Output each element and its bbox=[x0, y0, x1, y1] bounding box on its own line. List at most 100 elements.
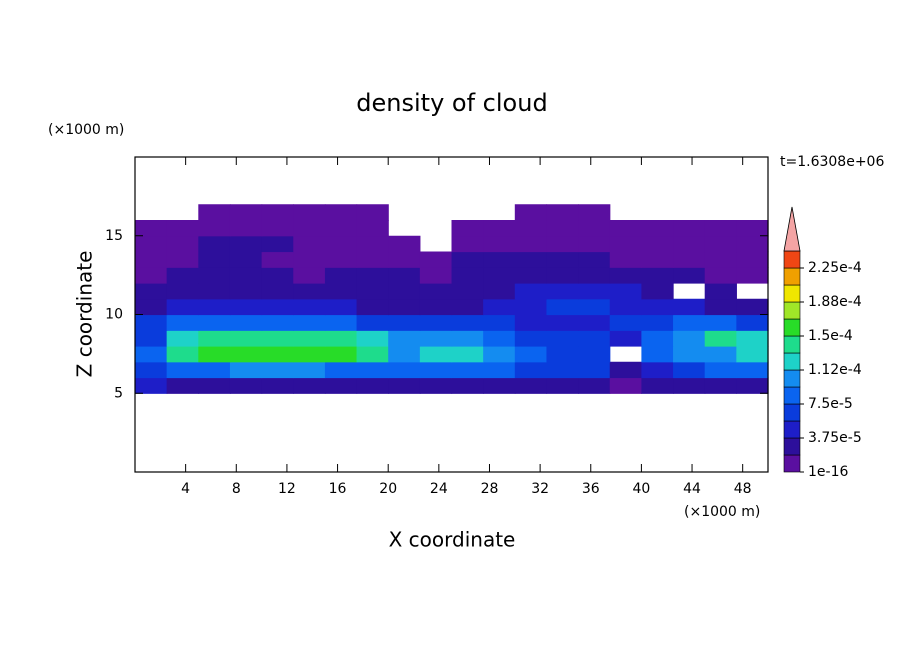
field-cell bbox=[261, 361, 294, 379]
field-cell bbox=[388, 283, 421, 300]
field-cell bbox=[135, 220, 168, 237]
field-cell bbox=[514, 220, 548, 237]
field-cell bbox=[293, 346, 326, 363]
field-cell bbox=[578, 330, 611, 347]
field-cell bbox=[483, 330, 516, 347]
colorbar-band bbox=[783, 420, 801, 439]
field-cell bbox=[483, 298, 516, 316]
field-cell bbox=[261, 204, 294, 221]
field-cell bbox=[704, 220, 737, 237]
field-cell bbox=[514, 283, 548, 300]
field-cell bbox=[704, 235, 737, 253]
x-tick-label: 36 bbox=[582, 481, 600, 497]
field-cell bbox=[198, 267, 231, 284]
field-cell bbox=[419, 361, 453, 379]
field-cell bbox=[451, 361, 484, 379]
field-cell bbox=[324, 204, 358, 221]
field-cell bbox=[736, 314, 769, 331]
field-cell bbox=[546, 251, 579, 268]
field-cell bbox=[419, 346, 453, 363]
field-cell bbox=[578, 361, 611, 379]
field-cell bbox=[135, 361, 168, 379]
field-cell bbox=[609, 283, 642, 300]
colorbar-over bbox=[783, 206, 801, 252]
x-tick-label: 4 bbox=[181, 481, 190, 497]
field-cell bbox=[356, 283, 389, 300]
field-cell bbox=[388, 251, 421, 268]
field-cell bbox=[261, 346, 294, 363]
colorbar-band bbox=[783, 318, 801, 337]
field-cell bbox=[229, 220, 263, 237]
field-cell bbox=[166, 267, 199, 284]
field-cell bbox=[198, 377, 231, 394]
field-cell bbox=[641, 314, 674, 331]
field-cell bbox=[483, 346, 516, 363]
field-cell bbox=[451, 235, 484, 253]
x-unit: (×1000 m) bbox=[684, 504, 760, 520]
field-cell bbox=[324, 220, 358, 237]
field-cell bbox=[673, 314, 706, 331]
annotation: t=1.6308e+06 bbox=[780, 154, 884, 170]
field-cell bbox=[641, 283, 674, 300]
field-cell bbox=[356, 314, 389, 331]
field-cell bbox=[451, 330, 484, 347]
field-cell bbox=[166, 346, 199, 363]
field-cell bbox=[135, 314, 168, 331]
field-cell bbox=[641, 251, 674, 268]
field-cell bbox=[609, 330, 642, 347]
field-cell bbox=[483, 251, 516, 268]
field-cell bbox=[229, 330, 263, 347]
field-cell bbox=[293, 330, 326, 347]
field-cell bbox=[609, 251, 642, 268]
field-cell bbox=[388, 235, 421, 253]
field-cell bbox=[514, 235, 548, 253]
x-tick-label: 16 bbox=[329, 481, 347, 497]
field-cell bbox=[704, 377, 737, 394]
field-cell bbox=[198, 220, 231, 237]
field-cell bbox=[641, 220, 674, 237]
colorbar-band bbox=[783, 437, 801, 456]
field-cell bbox=[166, 220, 199, 237]
field-cell bbox=[293, 267, 326, 284]
field-cell bbox=[704, 361, 737, 379]
field-cell bbox=[578, 298, 611, 316]
field-cell bbox=[166, 298, 199, 316]
field-cell bbox=[673, 298, 706, 316]
colorbar-band bbox=[783, 352, 801, 371]
field-cell bbox=[641, 298, 674, 316]
field-cell bbox=[641, 330, 674, 347]
x-axis-title: X coordinate bbox=[389, 528, 516, 552]
field-cell bbox=[356, 204, 389, 221]
field-cell bbox=[198, 235, 231, 253]
field-cell bbox=[673, 220, 706, 237]
field-cell bbox=[609, 267, 642, 284]
field-cell bbox=[704, 283, 737, 300]
field-cell bbox=[641, 346, 674, 363]
field-cell bbox=[483, 267, 516, 284]
field-cell bbox=[166, 361, 199, 379]
field-cell bbox=[419, 298, 453, 316]
field-cell bbox=[451, 298, 484, 316]
field-cell bbox=[514, 377, 548, 394]
x-tick-label: 8 bbox=[232, 481, 241, 497]
field-cell bbox=[293, 251, 326, 268]
field-cell bbox=[736, 346, 769, 363]
field-cell bbox=[546, 377, 579, 394]
field-cell bbox=[229, 346, 263, 363]
field-cell bbox=[641, 267, 674, 284]
field-cell bbox=[229, 235, 263, 253]
field-cell bbox=[135, 330, 168, 347]
field-cell bbox=[673, 251, 706, 268]
field-cell bbox=[546, 361, 579, 379]
field-cell bbox=[578, 251, 611, 268]
y-tick-label: 10 bbox=[105, 307, 123, 323]
field-cell bbox=[736, 298, 769, 316]
colorbar-tick-label: 1.5e-4 bbox=[808, 328, 853, 344]
field-cell bbox=[546, 346, 579, 363]
y-unit: (×1000 m) bbox=[48, 122, 124, 138]
field-cell bbox=[419, 251, 453, 268]
field-cell bbox=[166, 377, 199, 394]
field-cell bbox=[166, 330, 199, 347]
